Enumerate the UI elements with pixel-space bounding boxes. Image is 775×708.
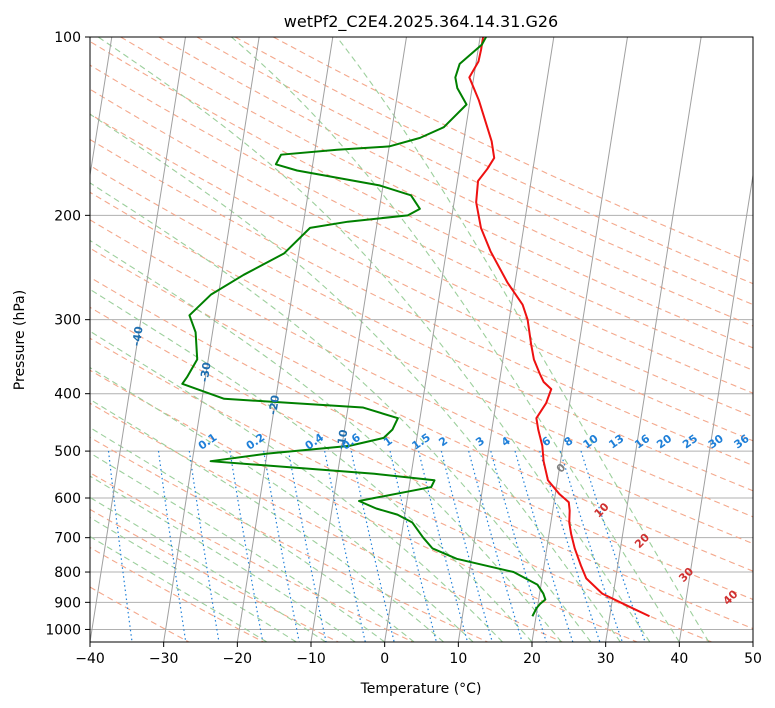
- y-tick-label: 100: [54, 30, 81, 46]
- moist-adiabat-line: [90, 288, 533, 642]
- dry-adiabat-line: [120, 37, 753, 349]
- mixing-ratio-line: [514, 450, 574, 642]
- isotherm-grid: [90, 37, 753, 642]
- dry-adiabat-line: [90, 219, 753, 545]
- mixing-ratio-line: [157, 451, 187, 642]
- plot-area: -100-90-80-70-60-50-40-30-20-100.10.20.4…: [90, 37, 753, 642]
- mixing-ratio-line: [490, 450, 547, 642]
- isotherm-line: [163, 37, 260, 642]
- moist-adiabat-line: [90, 452, 385, 642]
- mixing-ratio-line: [107, 451, 133, 642]
- isotherm-line: [236, 37, 334, 642]
- y-tick-label: 200: [54, 208, 81, 224]
- x-tick-label: 20: [523, 651, 541, 667]
- y-tick-label: 900: [54, 595, 81, 611]
- moist-adiabat-line: [90, 475, 356, 642]
- moist-adiabat-line: [90, 113, 621, 642]
- y-axis-ticks: 100 200 300 400 500 600 700 800 900 1000: [45, 30, 90, 638]
- x-tick-label: 10: [449, 651, 467, 667]
- chart-title: wetPf2_C2E4.2025.364.14.31.G26: [284, 12, 558, 32]
- isotherm-line: [678, 171, 753, 642]
- dry-adiabat-line: [90, 402, 563, 642]
- isotherm-label: -10: [334, 428, 350, 450]
- isotherm-line: [384, 37, 481, 642]
- moist-adiabat-line: [90, 366, 474, 642]
- moist-adiabat-line: [90, 182, 592, 642]
- x-tick-label: −20: [223, 651, 253, 667]
- y-tick-label: 800: [54, 565, 81, 581]
- isotherm-label: -20: [266, 394, 282, 416]
- x-axis-label: Temperature (°C): [360, 681, 482, 697]
- y-axis-label: Pressure (hPa): [12, 290, 28, 390]
- moist-adiabat-line: [90, 330, 503, 642]
- moist-adiabat-line: [231, 37, 680, 642]
- dry-adiabat-line: [90, 436, 488, 642]
- y-tick-label: 600: [54, 491, 81, 507]
- y-tick-label: 300: [54, 313, 81, 329]
- moist-adiabat-line: [97, 37, 651, 642]
- y-tick-label: 500: [54, 444, 81, 460]
- y-tick-label: 400: [54, 387, 81, 403]
- plot-frame: [89, 36, 754, 643]
- isotherm-line: [90, 37, 113, 179]
- x-tick-label: −10: [296, 651, 326, 667]
- dry-adiabat-line: [90, 276, 753, 601]
- dry-adiabat-line: [90, 164, 753, 492]
- x-tick-label: 50: [744, 651, 762, 667]
- series-lines: [181, 37, 650, 618]
- dry-adiabat-line: [90, 138, 753, 467]
- mixing-ratio-line: [324, 450, 366, 642]
- dry-adiabat-line: [90, 546, 264, 642]
- y-tick-label: 1000: [45, 622, 81, 638]
- moist-adiabat-line: [90, 239, 562, 642]
- mixing-ratio-line: [389, 450, 438, 642]
- dry-adiabat-line: [90, 191, 753, 518]
- isotherm-line: [531, 37, 628, 642]
- x-axis-ticks: −40 −30 −20 −10 0 10 20 30 40 50: [75, 642, 762, 667]
- y-tick-label: 700: [54, 531, 81, 547]
- mixing-ratio-line: [559, 450, 623, 642]
- dry-adiabat-line: [90, 306, 753, 630]
- dry-adiabat-line: [90, 586, 190, 642]
- moist-adiabat-line: [90, 398, 444, 642]
- moist-adiabat-line: [90, 516, 297, 642]
- x-tick-label: 30: [597, 651, 615, 667]
- isotherm-line: [310, 37, 407, 642]
- isotherm-line: [605, 37, 702, 642]
- dry-adiabat-line: [90, 88, 753, 418]
- dry-adiabat-line: [90, 113, 753, 442]
- isotherm-label: -30: [198, 361, 214, 383]
- mixing-ratio-line: [580, 450, 646, 642]
- x-tick-label: −30: [149, 651, 179, 667]
- isotherm-line: [457, 37, 555, 642]
- dewpoint-line: [181, 37, 547, 617]
- dry-adiabat-line: [90, 64, 753, 394]
- dry-adiabat-line: [90, 40, 753, 371]
- isotherm-line: [90, 37, 186, 642]
- x-tick-label: −40: [75, 651, 105, 667]
- temperature-line: [468, 37, 650, 618]
- isotherm-label: -40: [130, 325, 146, 347]
- moist-adiabat-line: [90, 535, 268, 642]
- x-tick-label: 0: [380, 651, 389, 667]
- x-tick-label: 40: [670, 651, 688, 667]
- mixing-ratio-line: [539, 450, 601, 642]
